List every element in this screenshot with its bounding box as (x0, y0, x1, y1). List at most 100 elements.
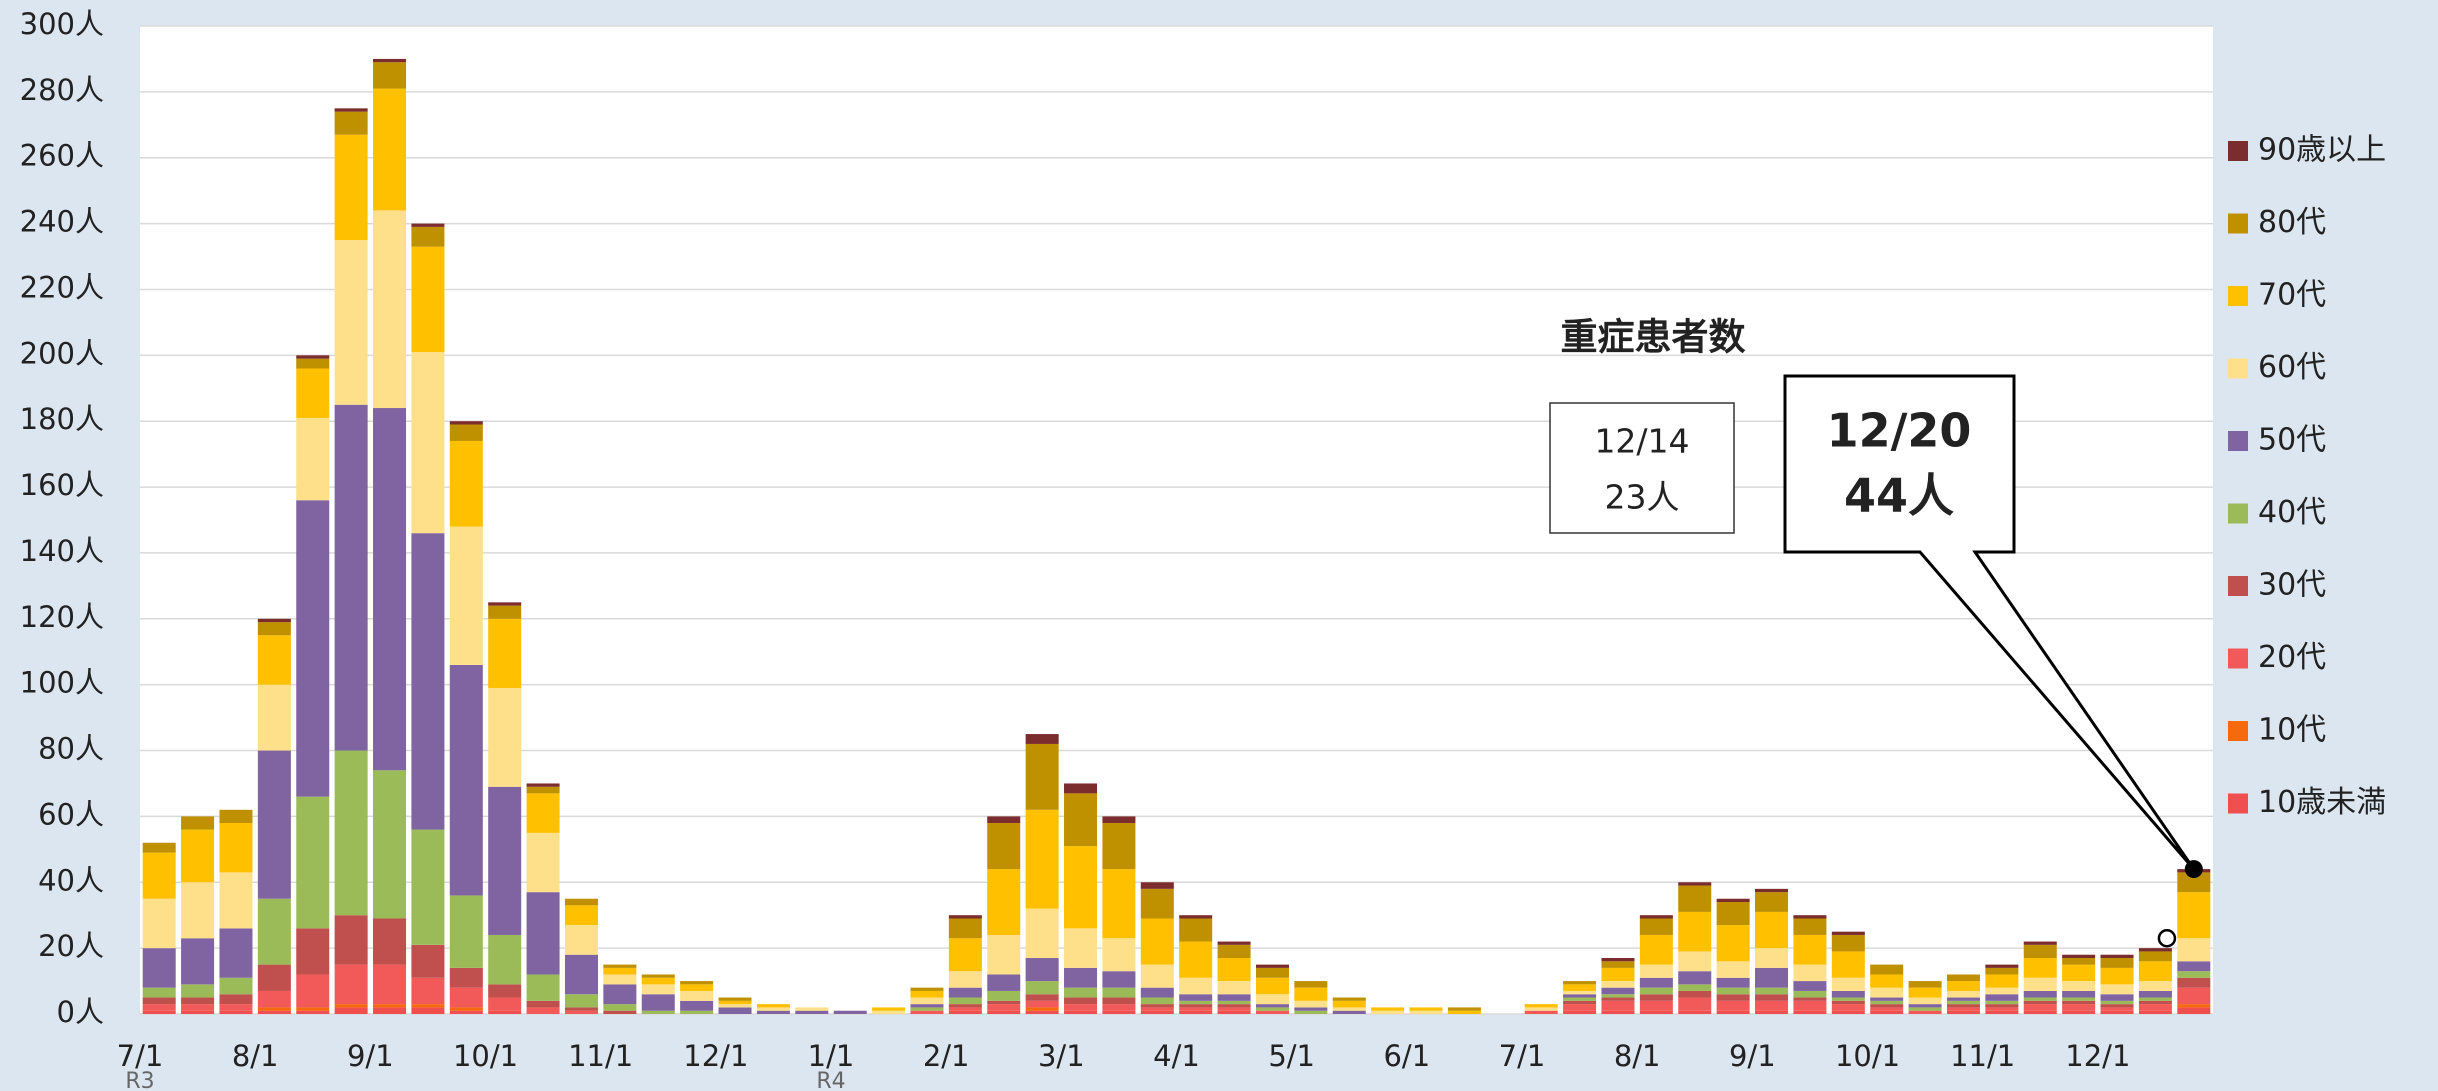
y-tick-label: 60人 (38, 797, 104, 831)
legend-swatch (2228, 793, 2248, 814)
x-tick-label: 8/1 (1614, 1039, 1661, 1073)
bar-segment (296, 417, 330, 501)
bar-segment (564, 905, 598, 926)
bar-segment (257, 635, 291, 685)
bar-segment (1755, 1010, 1789, 1014)
bar-segment (641, 974, 675, 978)
bar-segment (1678, 990, 1712, 998)
bars (142, 58, 2211, 1014)
bar-segment (2023, 990, 2057, 998)
bar-segment (2138, 990, 2172, 998)
bar-segment (756, 1010, 790, 1014)
y-tick-label: 140人 (20, 534, 104, 568)
bar-segment (2138, 948, 2172, 952)
bar-segment (910, 987, 944, 991)
bar-segment (2177, 1004, 2211, 1008)
bar-segment (1985, 994, 2019, 1001)
bar-segment (1831, 1004, 1865, 1011)
callout: 12/20 44人 (1783, 374, 2203, 948)
bar-segment (1332, 1007, 1366, 1011)
bar-segment (603, 1004, 637, 1011)
legend-swatch (2228, 286, 2248, 306)
bar-segment (1639, 918, 1673, 935)
bar-segment (257, 750, 291, 899)
bar-segment (411, 944, 445, 978)
bar-segment (2062, 981, 2096, 991)
bar-segment (219, 822, 253, 873)
x-tick-label: 11/1 (568, 1039, 633, 1073)
bar-segment (1140, 1004, 1174, 1008)
bar-segment (1755, 987, 1789, 995)
previous-marker (2157, 929, 2177, 948)
bar-segment (449, 664, 483, 896)
bar-segment (1102, 1004, 1136, 1011)
bar-segment (411, 226, 445, 247)
bar-segment (1831, 990, 1865, 998)
y-tick-label: 20人 (38, 929, 104, 963)
bar-segment (680, 984, 714, 991)
bar-segment (142, 1010, 176, 1014)
bar-segment (1409, 1010, 1443, 1014)
bar-segment (2100, 1010, 2134, 1014)
bar-segment (910, 1004, 944, 1008)
bar-segment (641, 1010, 675, 1014)
bar-segment (181, 816, 215, 830)
bar-segment (1102, 938, 1136, 972)
bar-segment (181, 1010, 215, 1014)
legend-label: 70代 (2258, 278, 2326, 313)
y-tick-label: 0人 (57, 995, 104, 1029)
bar-segment (1831, 997, 1865, 1001)
bar-segment (1601, 987, 1635, 995)
bar-segment (1870, 1010, 1904, 1014)
bar-segment (1678, 1010, 1712, 1014)
bar-segment (1179, 1007, 1213, 1011)
bar-segment (1179, 1004, 1213, 1008)
bar-segment (2023, 1000, 2057, 1005)
bar-segment (1908, 1010, 1942, 1014)
bar-segment (257, 618, 291, 623)
bar-segment (718, 1007, 752, 1014)
bar-segment (373, 918, 407, 965)
bar-segment (2177, 971, 2211, 978)
bar-segment (181, 882, 215, 939)
bar-segment (1294, 1000, 1328, 1008)
bar-segment (526, 1000, 560, 1008)
bar-segment (1217, 1000, 1251, 1005)
bar-segment (1755, 994, 1789, 1001)
callout-box (1783, 374, 2196, 871)
legend-label: 30代 (2258, 568, 2326, 603)
bar-segment (564, 954, 598, 995)
bar-segment (718, 997, 752, 1001)
bar-segment (296, 368, 330, 418)
bar-segment (2138, 997, 2172, 1001)
bar-segment (334, 240, 368, 405)
x-tick-label: 7/1 (117, 1039, 164, 1073)
bar-segment (1946, 990, 1980, 998)
bar-segment (257, 990, 291, 1008)
bar-segment (948, 1007, 982, 1011)
bar-segment (948, 1004, 982, 1008)
bar-segment (1102, 997, 1136, 1005)
bar-segment (1601, 958, 1635, 962)
bar-segment (296, 500, 330, 797)
y-tick-label: 100人 (20, 666, 104, 700)
bar-segment (987, 1004, 1021, 1011)
bar-segment (181, 984, 215, 998)
bar-segment (1563, 984, 1597, 991)
bar-segment (1908, 997, 1942, 1005)
bar-segment (2177, 987, 2211, 1005)
bar-segment (373, 58, 407, 63)
legend-label: 20代 (2258, 640, 2326, 675)
bar-segment (2100, 958, 2134, 968)
bar-segment (1179, 994, 1213, 1001)
bar-segment (1563, 981, 1597, 985)
bar-segment (1946, 1010, 1980, 1014)
bar-segment (1140, 997, 1174, 1005)
bar-segment (680, 981, 714, 985)
bar-segment (1793, 918, 1827, 935)
bar-segment (910, 997, 944, 1005)
bar-segment (219, 1004, 253, 1011)
bar-segment (987, 1010, 1021, 1014)
y-tick-label: 240人 (20, 205, 104, 239)
bar-segment (641, 994, 675, 1011)
